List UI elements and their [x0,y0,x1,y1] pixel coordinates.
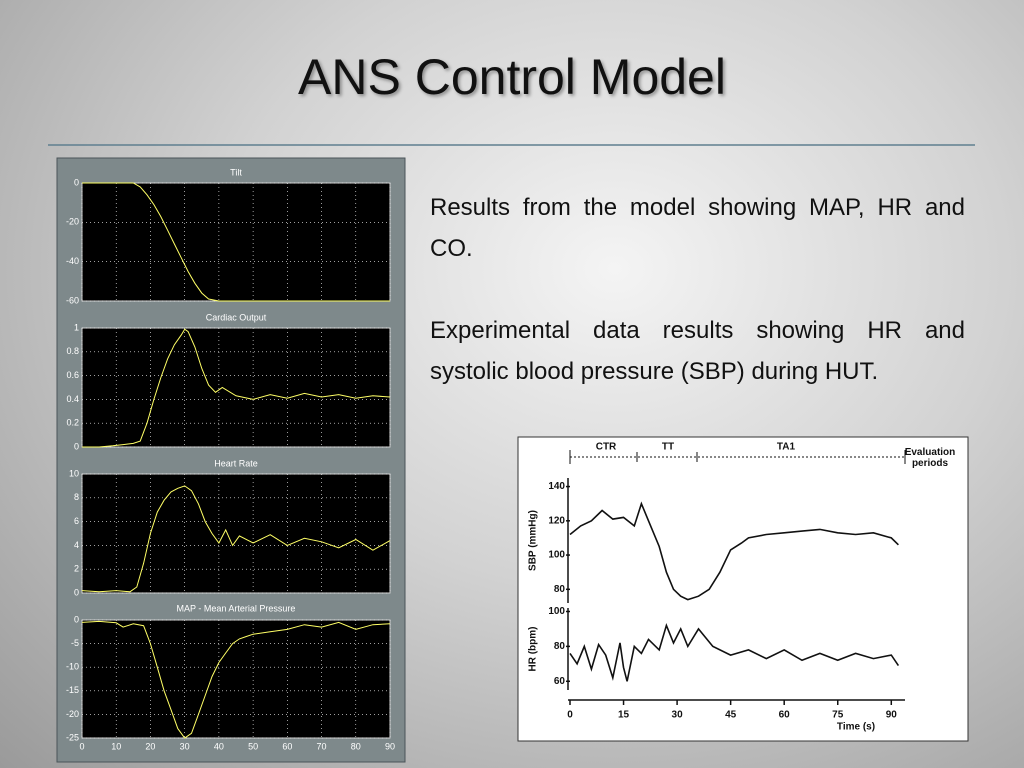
y-tick-label: 1 [74,322,79,332]
plot-title: Heart Rate [214,458,258,468]
y-tick-label: 0.8 [66,346,79,356]
plot-area [81,619,391,739]
x-tick-label: 30 [180,741,190,751]
x-tick-label: 15 [618,710,630,721]
y-tick-label: 0 [74,441,79,451]
period-annotation: CTR [596,442,617,453]
data-line [569,501,899,601]
plot-area [81,182,391,302]
x-tick-label: 20 [145,741,155,751]
y-axis-label: HR (bpm) [528,627,539,672]
x-tick-label: 70 [317,741,327,751]
y-tick-label: 0.2 [66,418,79,428]
y-tick-label: 60 [554,676,566,687]
y-tick-label: -15 [66,685,79,695]
plot-area [81,473,391,594]
y-tick-label: -20 [66,217,79,227]
data-line [81,620,391,739]
x-tick-label: 0 [79,741,84,751]
y-tick-label: -20 [66,709,79,719]
paragraph: Results from the model showing MAP, HR a… [430,194,965,262]
x-tick-label: 30 [672,710,684,721]
y-tick-label: 0.6 [66,370,79,380]
x-axis-label: Time (s) [837,722,875,733]
x-tick-label: 45 [725,710,737,721]
period-annotation: TA1 [777,442,796,453]
y-tick-label: 80 [554,584,566,595]
plot-area [81,327,391,448]
x-tick-label: 75 [832,710,844,721]
x-tick-label: 90 [385,741,395,751]
y-tick-label: -40 [66,256,79,266]
period-markers [569,450,906,464]
right-figure [517,436,969,742]
y-tick-label: 6 [74,516,79,526]
y-tick-label: -60 [66,295,79,305]
x-tick-label: 60 [282,741,292,751]
plot-title: Tilt [230,167,242,177]
y-tick-label: 140 [548,481,565,492]
y-tick-label: 10 [69,468,79,478]
plot-title: Cardiac Output [206,312,267,322]
data-line [81,485,391,593]
x-tick-label: 40 [214,741,224,751]
y-tick-label: -10 [66,662,79,672]
y-tick-label: 0 [74,614,79,624]
y-tick-label: 80 [554,641,566,652]
x-tick-label: 10 [111,741,121,751]
data-line [82,328,391,448]
paragraph: Experimental data results showing HR and… [430,317,965,385]
y-tick-label: -25 [66,732,79,742]
y-tick-label: -5 [71,638,79,648]
x-tick-label: 50 [248,741,258,751]
y-axis-label: SBP (mmHg) [528,510,539,571]
y-tick-label: 0.4 [66,394,79,404]
y-tick-label: 100 [548,550,565,561]
plot-title: MAP - Mean Arterial Pressure [177,603,296,613]
y-tick-label: 100 [548,606,565,617]
x-tick-label: 0 [567,710,573,721]
period-annotation: TT [662,442,674,453]
y-tick-label: 120 [548,515,565,526]
x-tick-label: 60 [779,710,791,721]
y-tick-label: 8 [74,492,79,502]
y-tick-label: 0 [74,177,79,187]
x-tick-label: 80 [351,741,361,751]
y-tick-label: 4 [74,540,79,550]
y-tick-label: 0 [74,587,79,597]
data-line [82,182,390,302]
slide-title: ANS Control Model [298,49,726,105]
x-tick-label: 90 [886,710,898,721]
data-line [569,622,900,682]
y-tick-label: 2 [74,564,79,574]
period-annotation: Evaluation periods [904,447,956,469]
